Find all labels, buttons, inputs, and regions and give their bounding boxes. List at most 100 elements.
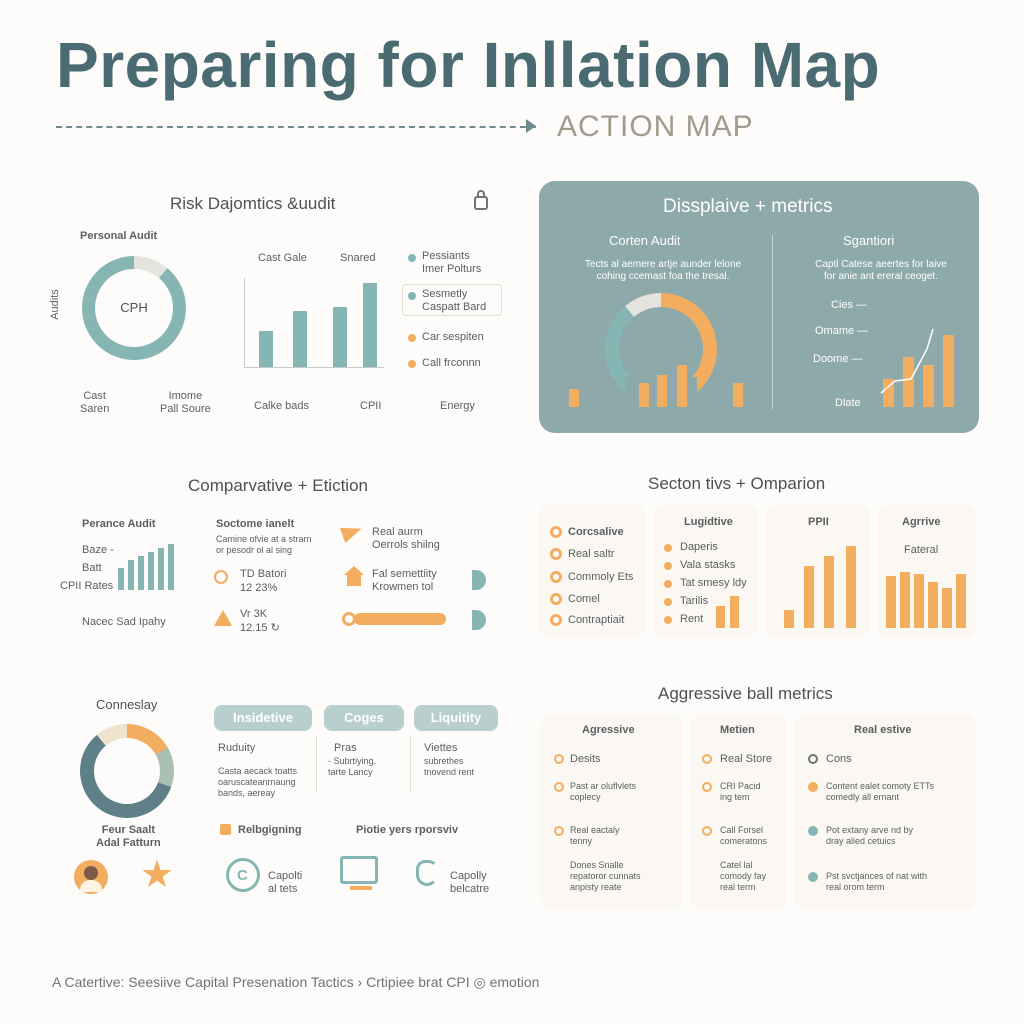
lock-icon[interactable] xyxy=(474,190,488,210)
corcsalive-card: Corcsalive Real saltr Commoly Ets Comel … xyxy=(538,504,646,638)
lugidtive-card: Lugidtive Daperis Vala stasks Tat smesy … xyxy=(654,504,758,638)
column-heading: Metien xyxy=(720,724,755,736)
list-item: Real saltr xyxy=(568,548,615,560)
circle-icon xyxy=(554,782,564,792)
bar-top-label-1: Cast Gale xyxy=(258,252,307,264)
monitor-card xyxy=(322,846,402,906)
progress-slider[interactable] xyxy=(342,612,446,626)
personal-audit-label: Personal Audit xyxy=(80,230,158,242)
vk-line-2: 12.15 ↻ xyxy=(240,622,280,634)
circle-icon xyxy=(554,826,564,836)
arrow-right-icon xyxy=(526,119,536,133)
sgantiori-label-1: Cies — xyxy=(831,299,868,311)
toggle-half-icon[interactable] xyxy=(472,610,486,630)
list-item: Past ar oluflvlets coplecy xyxy=(570,781,637,802)
bar xyxy=(942,588,952,628)
shield-icon xyxy=(416,860,438,886)
agrrive-title: Agrrive xyxy=(902,516,941,528)
sgantiori-title: Sgantiori xyxy=(843,233,895,248)
bar xyxy=(118,568,124,590)
perance-audit-label: Perance Audit xyxy=(82,518,156,530)
bar xyxy=(730,596,739,628)
donut-center-label: CPH xyxy=(120,300,148,315)
corten-bars xyxy=(561,355,751,407)
plotic-label: Piotie yers rporsviv xyxy=(356,824,459,836)
bar xyxy=(293,311,307,367)
bar xyxy=(733,383,743,407)
perance-bars xyxy=(118,542,178,590)
chip-insidetive[interactable]: Insidetive xyxy=(214,705,312,731)
list-item: Real eactaly tenny xyxy=(570,825,620,846)
bar xyxy=(138,556,144,590)
bar-bottom-label-2: CPII xyxy=(360,400,382,412)
list-item: Tat smesy ldy xyxy=(680,577,747,589)
list-item: Cons xyxy=(826,753,852,765)
cpii-rates-label: CPII Rates xyxy=(60,580,114,592)
legend-dot xyxy=(408,292,416,300)
risk-bar-chart xyxy=(244,278,384,368)
real-aurm-text: Real aurm Oerrols shilng xyxy=(372,526,440,551)
risk-card-title: Risk Dajomtics &uudit xyxy=(170,194,336,213)
list-bullet xyxy=(664,580,672,588)
baze-label: Baze - xyxy=(82,544,114,556)
section-title: Secton tivs + Omparion xyxy=(648,474,826,493)
bar xyxy=(657,375,667,407)
circle-icon xyxy=(702,754,712,764)
cycle-icon: C xyxy=(226,858,260,892)
td-line-1: TD Batori xyxy=(240,568,287,580)
capolly-text: Capolly belcatre xyxy=(450,870,490,895)
list-bullet xyxy=(664,616,672,624)
donut-caption: Feur Saalt Adal Fatturn xyxy=(96,824,161,849)
soctome-title: Soctome ianelt xyxy=(216,518,295,530)
bar xyxy=(128,560,134,590)
list-item: Comel xyxy=(568,593,600,605)
conneslay-title: Conneslay xyxy=(96,697,158,712)
bar xyxy=(900,572,910,628)
fal-semet-text: Fal semettiity Krowmen tol xyxy=(372,568,437,593)
corten-audit-desc: Tects al aemere artje aunder lelone cohi… xyxy=(584,259,742,282)
conneslay-donut xyxy=(80,724,174,818)
bar xyxy=(943,335,954,407)
star-icon: ★ xyxy=(140,854,175,896)
avatar[interactable] xyxy=(74,860,108,894)
perance-audit-card: Perance Audit Baze - Batt CPII Rates Nac… xyxy=(58,508,192,646)
panel-divider xyxy=(772,235,773,409)
dissplaive-title: Dissplaive + metrics xyxy=(663,196,833,217)
legend-item-1: Pessiants Imer Polturs xyxy=(422,250,482,275)
dissplaive-panel: Dissplaive + metrics Corten Audit Tects … xyxy=(539,181,979,433)
bar xyxy=(903,357,914,407)
list-item: Contraptiait xyxy=(568,614,625,626)
list-item: Vala stasks xyxy=(680,559,736,571)
list-item: Commoly Ets xyxy=(568,571,634,583)
capolly-card: Capolly belcatre xyxy=(410,846,500,906)
monitor-icon xyxy=(340,856,378,884)
col3-heading: Viettes xyxy=(424,742,458,754)
bar xyxy=(914,574,924,628)
list-item: Corcsalive xyxy=(568,526,624,538)
soctome-card: Soctome ianelt Camine ofvie at a strarn … xyxy=(200,508,318,646)
real-aurm-card: Real aurm Oerrols shilng Fal semettiity … xyxy=(330,508,494,646)
rebalancing-label: Relbgigning xyxy=(238,824,302,836)
lugidtive-title: Lugidtive xyxy=(684,516,733,528)
list-bullet xyxy=(664,562,672,570)
list-bullet xyxy=(550,593,562,605)
bar xyxy=(168,544,174,590)
bar xyxy=(886,576,896,628)
bar xyxy=(148,552,154,590)
list-item: Pst svctjances of nat with real orom ter… xyxy=(826,871,928,892)
risk-card: Risk Dajomtics &uudit Personal Audit Aud… xyxy=(46,178,508,428)
bar xyxy=(677,365,687,407)
donut-label-2: Imome Pall Soure xyxy=(160,390,211,415)
col2-heading: Pras xyxy=(334,742,357,754)
triangle-icon xyxy=(214,610,232,626)
bar xyxy=(363,283,377,367)
toggle-half-icon[interactable] xyxy=(472,570,486,590)
list-bullet xyxy=(550,526,562,538)
chip-coges[interactable]: Coges xyxy=(324,705,404,731)
checkbox-checked[interactable] xyxy=(220,824,231,835)
metien-column: Metien Real Store CRI Pacid ing tem Call… xyxy=(690,714,786,910)
list-item: Desits xyxy=(570,753,601,765)
bar-top-label-2: Snared xyxy=(340,252,376,264)
sgantiori-label-4: Dlate xyxy=(835,397,861,409)
chip-liquitity[interactable]: Liquitity xyxy=(414,705,498,731)
